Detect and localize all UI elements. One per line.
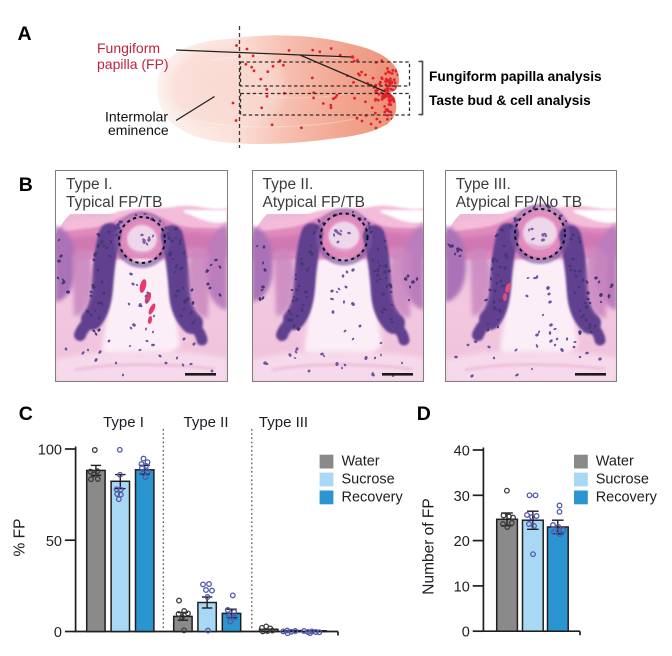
svg-text:Water: Water: [596, 454, 634, 470]
svg-text:Taste bud & cell analysis: Taste bud & cell analysis: [429, 93, 591, 108]
svg-text:10: 10: [454, 579, 470, 595]
svg-text:30: 30: [454, 489, 470, 505]
svg-text:Fungiform: Fungiform: [97, 40, 160, 56]
svg-text:Type I: Type I: [103, 414, 144, 431]
svg-text:40: 40: [454, 444, 470, 460]
svg-text:papilla (FP): papilla (FP): [97, 56, 169, 72]
svg-text:Sucrose: Sucrose: [342, 471, 395, 487]
svg-text:Intermolar: Intermolar: [105, 109, 168, 125]
svg-text:Number of FP: Number of FP: [421, 498, 438, 594]
svg-text:Water: Water: [342, 454, 380, 470]
svg-text:eminence: eminence: [108, 122, 169, 138]
svg-text:Fungiform papilla analysis: Fungiform papilla analysis: [429, 69, 602, 84]
svg-text:Type II: Type II: [183, 414, 228, 431]
svg-text:100: 100: [38, 443, 62, 459]
svg-text:Sucrose: Sucrose: [596, 471, 649, 487]
svg-text:Recovery: Recovery: [342, 489, 404, 505]
svg-text:0: 0: [54, 625, 62, 641]
svg-text:% FP: % FP: [12, 519, 29, 557]
svg-text:50: 50: [46, 534, 62, 550]
svg-text:Type III: Type III: [259, 414, 308, 431]
svg-text:Recovery: Recovery: [596, 489, 658, 505]
svg-text:0: 0: [462, 625, 470, 641]
svg-text:20: 20: [454, 534, 470, 550]
